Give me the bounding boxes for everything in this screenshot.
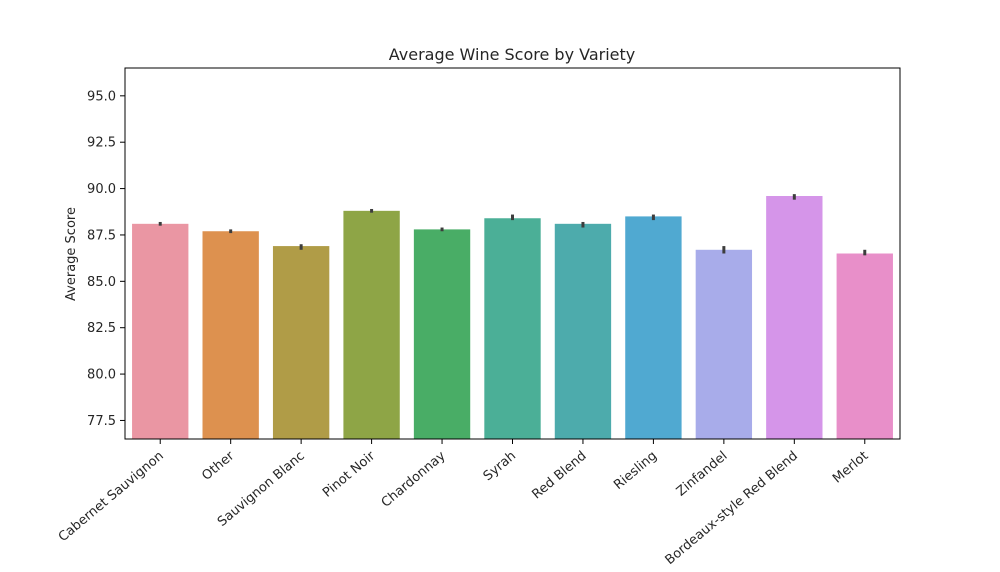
x-tick-label: Bordeaux-style Red Blend [663, 449, 801, 568]
chart-title: Average Wine Score by Variety [389, 45, 636, 64]
x-tick-label: Chardonnay [379, 448, 449, 510]
bar [343, 210, 400, 439]
bar [132, 223, 189, 439]
x-tick-label: Other [199, 448, 237, 484]
x-tick-label: Syrah [481, 449, 519, 485]
x-tick-label: Merlot [830, 449, 871, 487]
x-tick-label: Red Blend [529, 449, 589, 503]
y-tick-label: 90.0 [87, 182, 116, 197]
bar [202, 231, 259, 439]
plot-area-frame [124, 67, 901, 440]
y-axis-title: Average Score [64, 207, 79, 301]
bar [836, 253, 893, 439]
y-tick-label: 82.5 [87, 321, 116, 336]
y-tick-label: 95.0 [87, 89, 116, 104]
y-tick-label: 85.0 [87, 275, 116, 290]
bars-group [132, 196, 893, 439]
x-tick-label: Zinfandel [674, 449, 731, 500]
error-bars-group [158, 194, 867, 256]
x-tick-label: Pinot Noir [320, 448, 379, 501]
y-axis-ticks: 77.5 80.0 82.5 85.0 87.5 90.0 92.5 95.0 [87, 89, 125, 429]
y-tick-label: 77.5 [87, 414, 116, 429]
bar [766, 196, 823, 439]
x-tick-label: Riesling [611, 449, 660, 493]
y-tick-label: 87.5 [87, 228, 116, 243]
y-tick-label: 92.5 [87, 136, 116, 151]
y-tick-label: 80.0 [87, 368, 116, 383]
bar [272, 246, 330, 439]
bar [625, 216, 682, 439]
x-tick-label: Cabernet Sauvignon [56, 449, 167, 546]
bar [413, 229, 471, 439]
bar [484, 218, 541, 439]
bar [554, 223, 612, 439]
bar [695, 249, 753, 439]
